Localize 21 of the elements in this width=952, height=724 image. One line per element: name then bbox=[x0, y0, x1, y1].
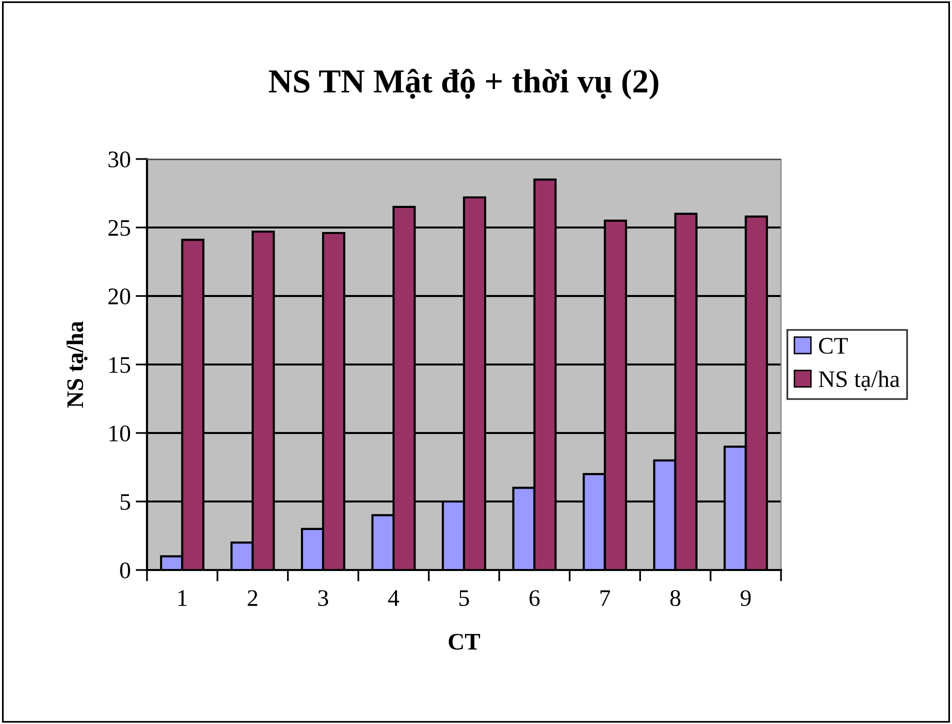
x-tick-label: 8 bbox=[670, 590, 680, 606]
legend-label: CT bbox=[819, 338, 848, 354]
x-tick-label: 2 bbox=[248, 590, 258, 606]
y-tick-label: 30 bbox=[108, 151, 130, 168]
x-tick-label: 6 bbox=[530, 590, 540, 606]
x-tick-label: 9 bbox=[740, 590, 751, 606]
x-tick-label: 3 bbox=[318, 590, 328, 606]
x-tick-label: 7 bbox=[600, 590, 610, 606]
y-tick-label: 25 bbox=[108, 220, 130, 236]
y-axis-title: NS tạ/ha bbox=[66, 321, 88, 408]
x-tick-label: 1 bbox=[178, 590, 187, 606]
y-tick-label: 10 bbox=[109, 425, 130, 442]
x-tick-label: 4 bbox=[388, 590, 400, 606]
legend-label: NS tạ/ha bbox=[818, 370, 900, 391]
y-tick-label: 15 bbox=[109, 357, 130, 373]
x-axis-title: CT bbox=[448, 634, 480, 650]
x-tick-label: 5 bbox=[459, 590, 469, 606]
chart-title: NS TN Mật độ + thời vụ (2) bbox=[268, 68, 658, 100]
y-tick-label: 5 bbox=[120, 494, 130, 510]
y-tick-label: 0 bbox=[120, 562, 130, 578]
y-tick-label: 20 bbox=[108, 288, 130, 304]
